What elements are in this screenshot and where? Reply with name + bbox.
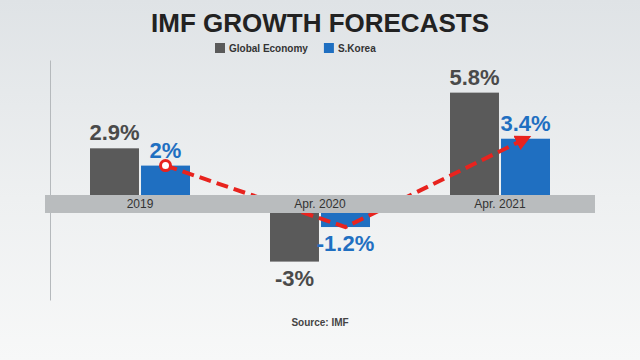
data-label: 3.4% [500,111,550,136]
x-tick: Apr. 2021 [474,197,526,211]
legend-label: S.Korea [338,43,376,54]
y-axis-line [50,61,51,301]
title: IMF GROWTH FORECASTS [151,8,489,38]
y-axis [50,61,51,301]
data-label: 5.8% [449,65,499,90]
data-label: -1.2% [317,231,374,256]
chart: 2019 Apr. 2020 Apr. 2021 2.9% -3% 5.8% 2% -1.2%… [0,0,640,360]
data-label: -3% [275,266,314,291]
data-label: 2.9% [89,120,139,145]
legend-swatch [215,43,225,53]
data-labels: 2% -1.2% 3.4% [150,111,551,256]
x-tick-label: 2019 [127,197,154,211]
plot-area [90,93,550,262]
data-label: 2% [150,138,182,163]
bar [450,93,499,204]
source: Source: IMF [291,317,348,328]
bar-series [90,93,499,262]
legend: Global Economy S.Korea [215,43,376,54]
trend-arrow [166,139,526,227]
legend-item: S.Korea [324,43,376,54]
background [0,0,640,360]
x-tick: 2019 [127,197,154,211]
legend-swatch [324,43,334,53]
x-tick-label: Apr. 2020 [294,197,346,211]
legend-item: Global Economy [215,43,308,54]
x-tick-label: Apr. 2021 [474,197,526,211]
category-band [45,195,595,213]
x-tick: Apr. 2020 [294,197,346,211]
bar-series [141,139,550,227]
data-labels: 2.9% -3% 5.8% [89,65,499,291]
legend-label: Global Economy [229,43,308,54]
x-axis: 2019 Apr. 2020 Apr. 2021 [127,197,526,211]
